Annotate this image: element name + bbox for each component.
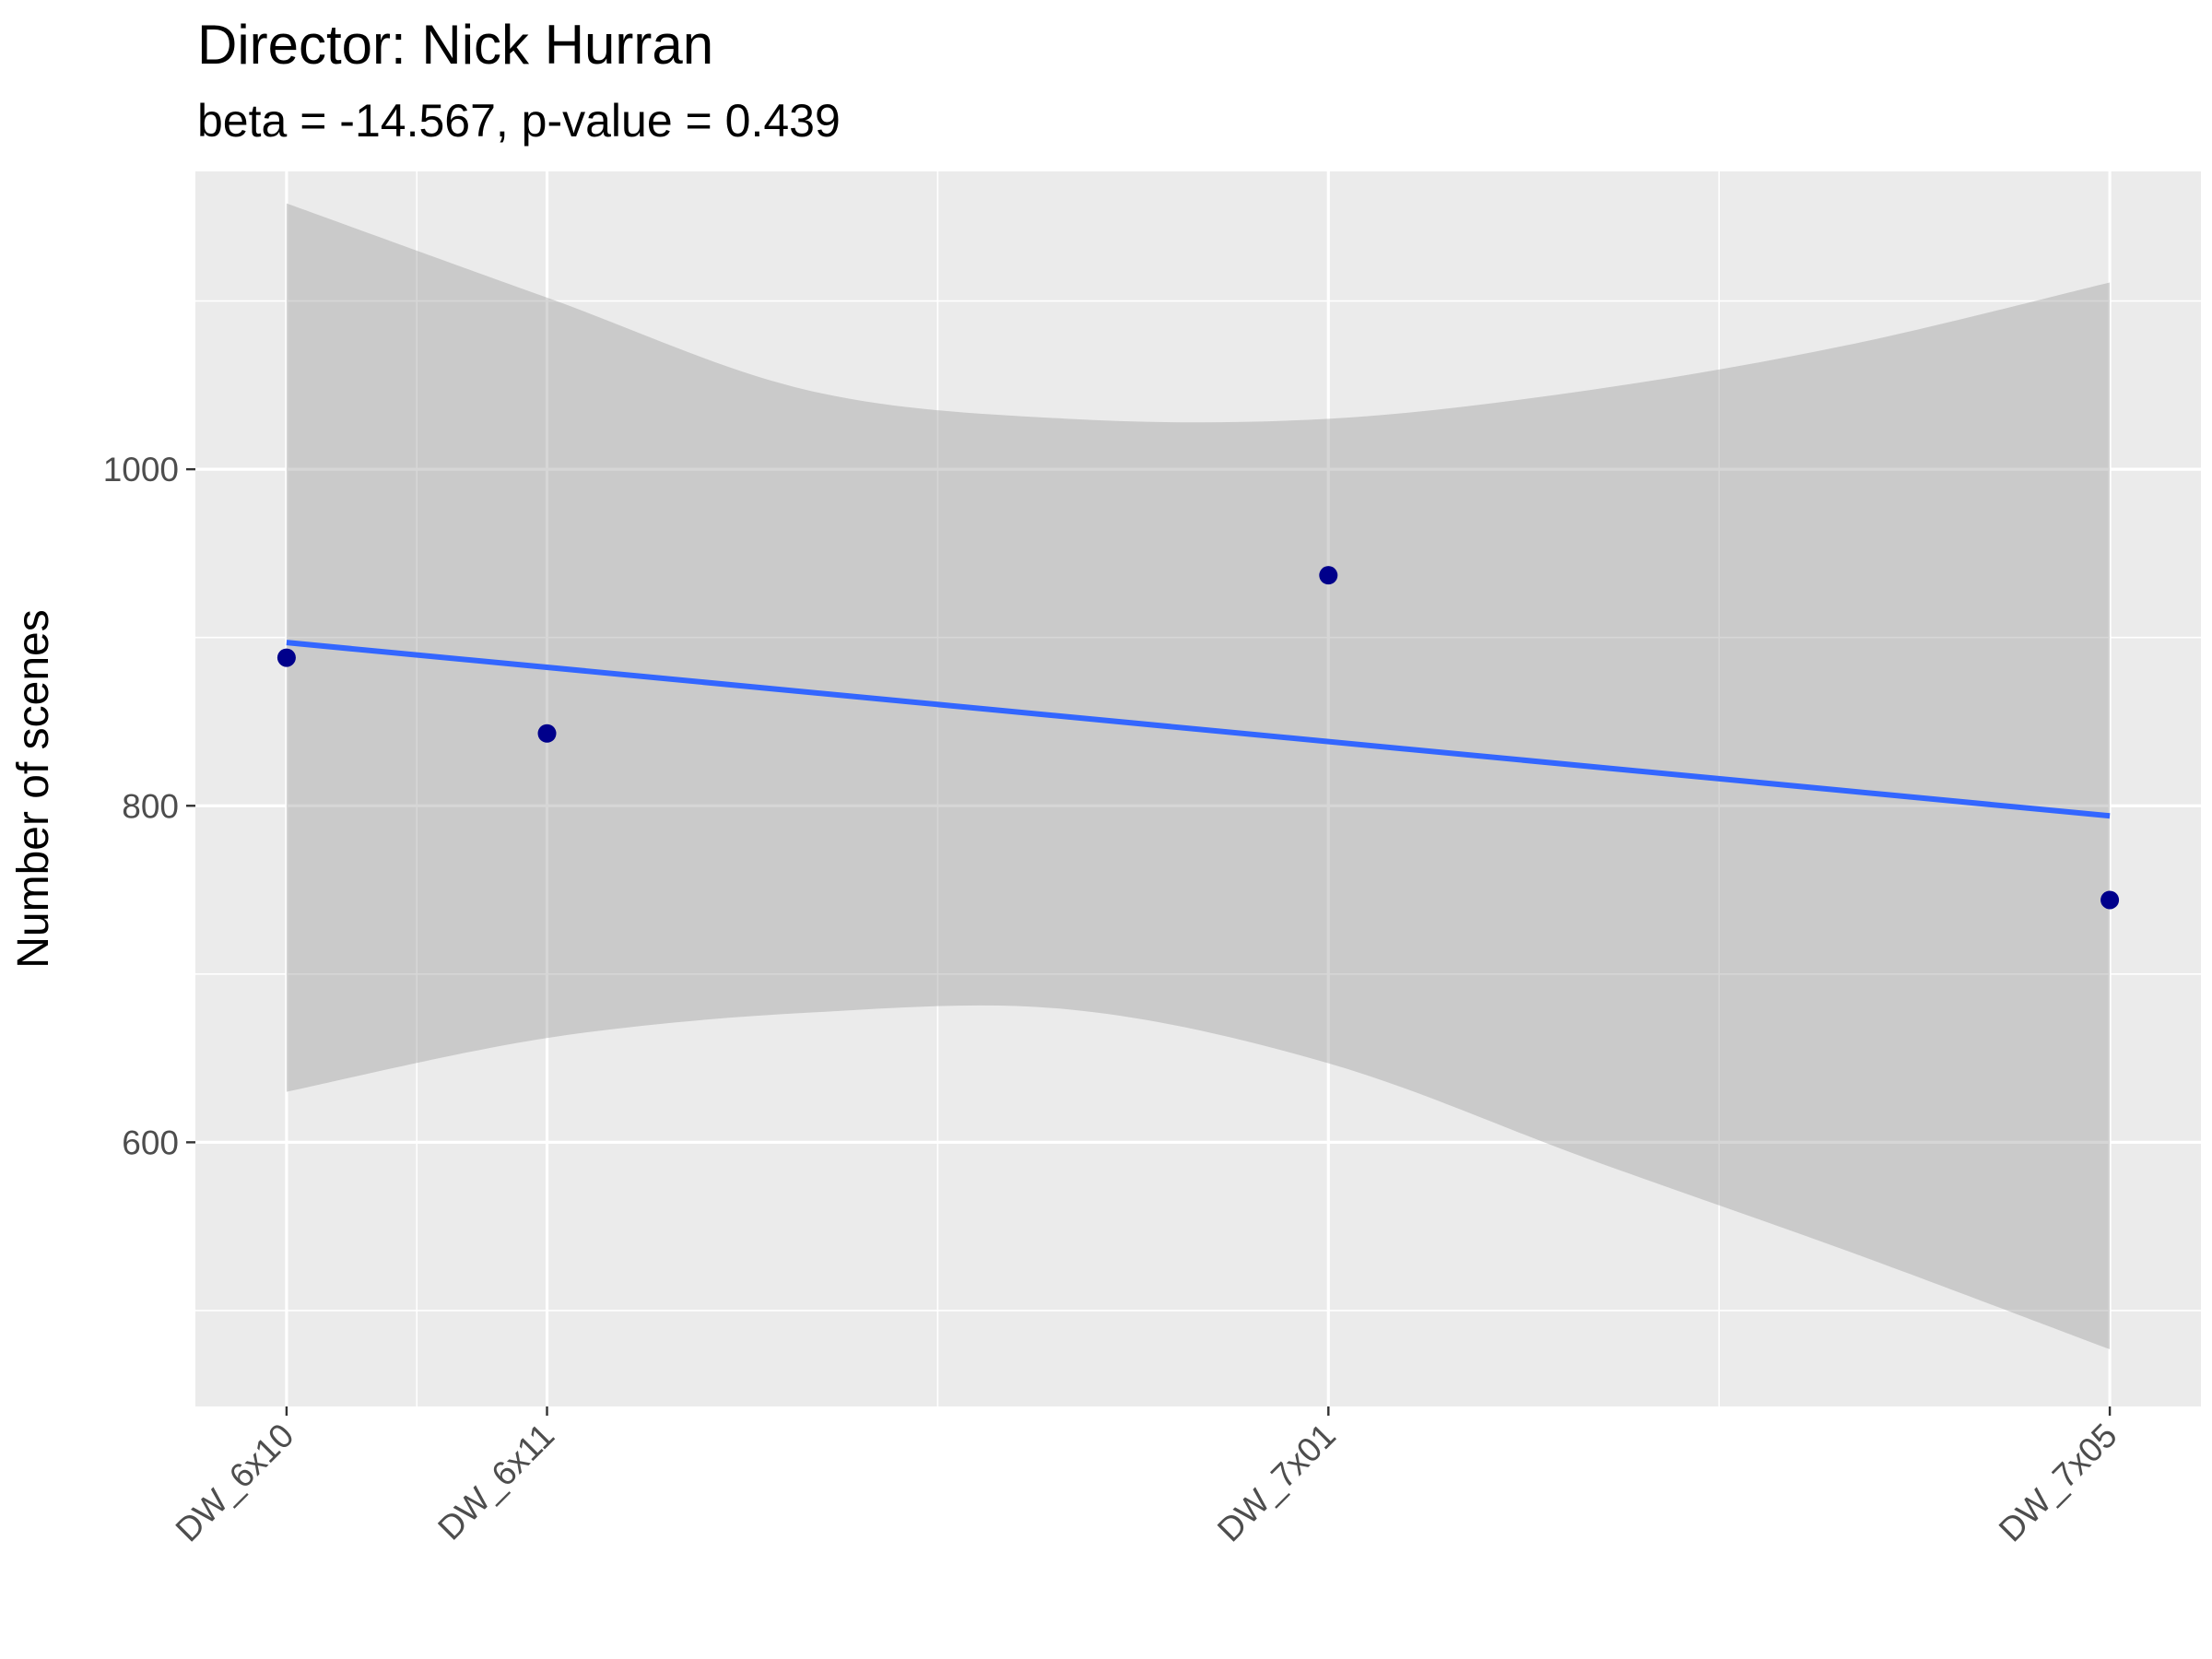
minor-gridlines (195, 171, 2201, 1406)
y-axis-title: Number of scenes (9, 609, 58, 969)
confidence-band (286, 203, 2111, 1349)
data-point (1319, 566, 1338, 585)
data-point (276, 648, 296, 667)
major-gridlines (195, 171, 2201, 1406)
chart-subtitle: beta = -14.567, p-value = 0.439 (197, 95, 841, 147)
x-tick-label: DW_7x01 (1210, 1417, 1343, 1549)
chart-title: Director: Nick Hurran (197, 14, 714, 76)
plot-panel (195, 171, 2201, 1406)
y-tick-label: 800 (122, 787, 179, 825)
y-axis: 600 800 1000 (103, 451, 195, 1161)
x-tick-label: DW_7x05 (1992, 1417, 2124, 1549)
x-tick-label: DW_6x10 (169, 1417, 301, 1549)
x-tick-label: DW_6x11 (430, 1417, 561, 1547)
data-point (537, 724, 557, 743)
data-point (2100, 890, 2120, 910)
y-tick-label: 1000 (103, 451, 179, 488)
data-points (276, 566, 2120, 910)
y-tick-label: 600 (122, 1124, 179, 1161)
x-axis: DW_6x10 DW_6x11 DW_7x01 DW_7x05 (169, 1406, 2124, 1549)
trend-line (286, 640, 2111, 819)
